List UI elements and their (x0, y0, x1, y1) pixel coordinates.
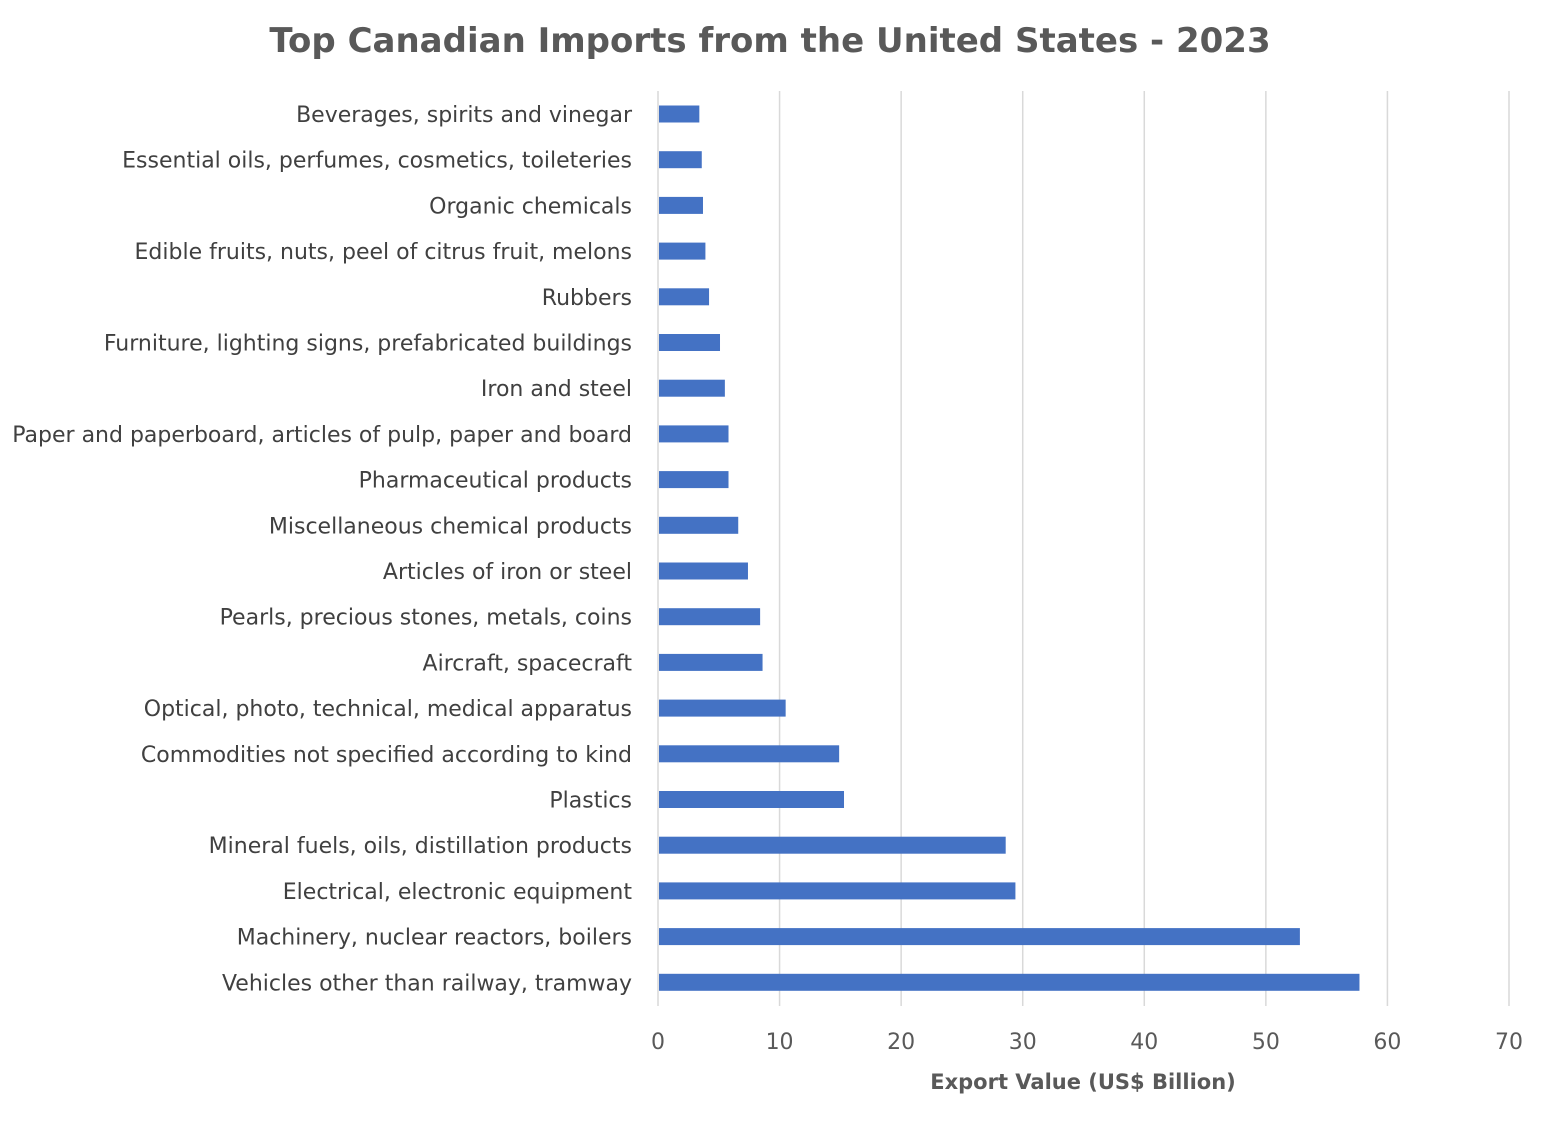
bar (659, 653, 763, 671)
bar (659, 334, 721, 351)
bar (659, 151, 702, 169)
category-label: Articles of iron or steel (383, 560, 632, 585)
category-label: Beverages, spirits and vinegar (296, 103, 633, 128)
bar (659, 242, 706, 260)
bar (659, 745, 840, 763)
category-label: Mineral fuels, oils, distillation produc… (209, 834, 632, 859)
category-label: Plastics (549, 789, 632, 814)
category-label: Electrical, electronic equipment (283, 880, 633, 905)
bar (659, 791, 845, 808)
x-tick-label: 10 (766, 1030, 794, 1055)
category-label: Miscellaneous chemical products (269, 514, 632, 539)
category-label: Organic chemicals (429, 194, 632, 219)
chart-title: Top Canadian Imports from the United Sta… (269, 21, 1270, 61)
x-tick-label: 60 (1373, 1030, 1401, 1055)
x-tick-label: 70 (1495, 1030, 1523, 1055)
bar (659, 836, 1006, 854)
x-tick-label: 0 (651, 1030, 665, 1055)
bar (659, 288, 710, 306)
gridlines (657, 91, 1510, 1006)
x-tick-label: 30 (1009, 1030, 1037, 1055)
bar (659, 562, 748, 580)
x-tick-label: 40 (1130, 1030, 1158, 1055)
bar (659, 196, 703, 214)
category-label: Aircraft, spacecraft (423, 651, 633, 676)
bar (659, 699, 786, 717)
category-label: Essential oils, perfumes, cosmetics, toi… (122, 149, 632, 174)
x-tick-label: 50 (1252, 1030, 1280, 1055)
category-label: Commodities not specified according to k… (141, 743, 632, 768)
category-label: Iron and steel (481, 377, 632, 402)
bar (659, 425, 729, 443)
bar (659, 379, 725, 397)
x-axis-title: Export Value (US$ Billion) (930, 1070, 1236, 1094)
x-axis-tick-labels: 0 10 20 30 40 50 60 70 (651, 1030, 1523, 1055)
category-label: Pearls, precious stones, metals, coins (220, 606, 632, 631)
bar (659, 973, 1360, 991)
bar (659, 105, 700, 123)
bars (659, 105, 1360, 991)
category-label: Vehicles other than railway, tramway (222, 971, 632, 996)
bar (659, 471, 729, 489)
bar (659, 608, 761, 626)
category-label: Optical, photo, technical, medical appar… (144, 697, 632, 722)
x-tick-label: 20 (887, 1030, 915, 1055)
bar (659, 516, 739, 534)
category-label: Furniture, lighting signs, prefabricated… (104, 332, 632, 357)
category-label: Pharmaceutical products (359, 469, 632, 494)
bar (659, 928, 1300, 946)
category-label: Paper and paperboard, articles of pulp, … (12, 423, 632, 448)
category-label: Rubbers (542, 286, 632, 311)
bar (659, 882, 1016, 900)
category-label: Edible fruits, nuts, peel of citrus frui… (135, 240, 632, 265)
category-label: Machinery, nuclear reactors, boilers (237, 926, 632, 951)
category-labels: Beverages, spirits and vinegar Essential … (12, 103, 633, 996)
